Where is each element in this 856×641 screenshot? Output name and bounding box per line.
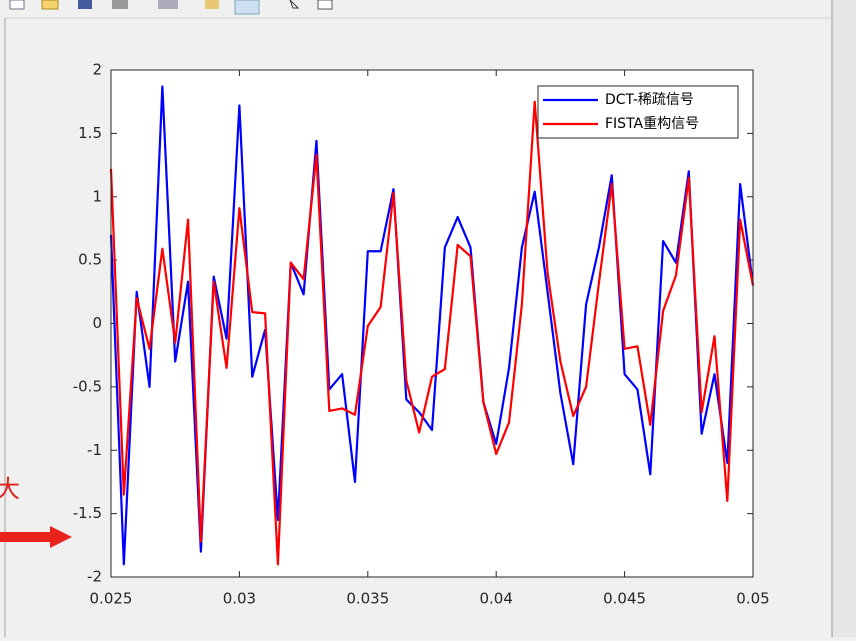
y-tick-label: -1.5 — [73, 504, 102, 522]
plot-area — [111, 70, 753, 577]
y-tick-label: -1 — [87, 441, 102, 459]
legend-label: FISTA重构信号 — [605, 116, 699, 132]
x-tick-label: 0.03 — [223, 590, 256, 608]
side-panel — [832, 0, 856, 637]
x-tick-label: 0.05 — [736, 590, 769, 608]
x-tick-label: 0.035 — [346, 590, 389, 608]
y-tick-label: -0.5 — [73, 377, 102, 395]
data-line — [109, 100, 755, 566]
legend-box — [537, 85, 739, 139]
legend-label: DCT-稀疏信号 — [605, 92, 694, 108]
x-tick-label: 0.04 — [479, 590, 512, 608]
y-tick-label: -2 — [87, 568, 102, 586]
legend: DCT-稀疏信号 FISTA重构信号 — [537, 85, 739, 139]
axes-box — [110, 69, 754, 578]
data-line — [109, 85, 755, 566]
annotation-arrow — [0, 526, 72, 548]
toolbar-icons — [9, 0, 333, 15]
x-tick-label: 0.045 — [603, 590, 646, 608]
y-tick-label: 0 — [92, 314, 102, 332]
annotation: 大 — [0, 475, 20, 503]
y-tick-label: 1 — [92, 187, 102, 205]
y-tick-label: 2 — [92, 61, 102, 79]
y-tick-label: 1.5 — [78, 124, 102, 142]
y-tick-label: 0.5 — [78, 251, 102, 269]
x-tick-label: 0.025 — [90, 590, 133, 608]
